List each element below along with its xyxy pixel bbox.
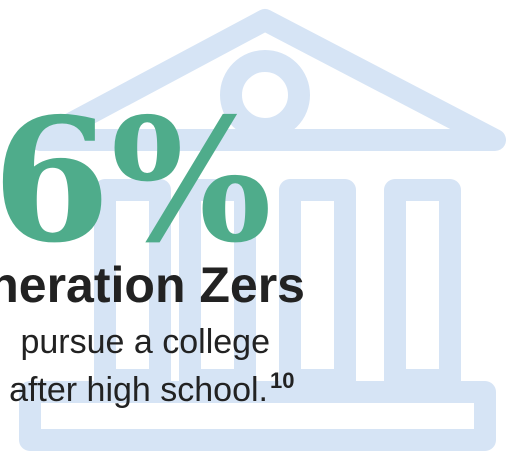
column (279, 179, 356, 391)
medallion (220, 50, 310, 140)
building-icon (19, 9, 506, 451)
body-line: after high school. (9, 371, 268, 409)
column (179, 179, 256, 391)
footnote: 10 (270, 368, 294, 393)
pediment (29, 9, 506, 151)
stat: 36% (0, 81, 272, 281)
body-line: pursue a college (20, 323, 270, 361)
column (384, 179, 461, 391)
column (94, 179, 171, 391)
base (19, 381, 496, 451)
heading: Generation Zers (0, 257, 305, 313)
